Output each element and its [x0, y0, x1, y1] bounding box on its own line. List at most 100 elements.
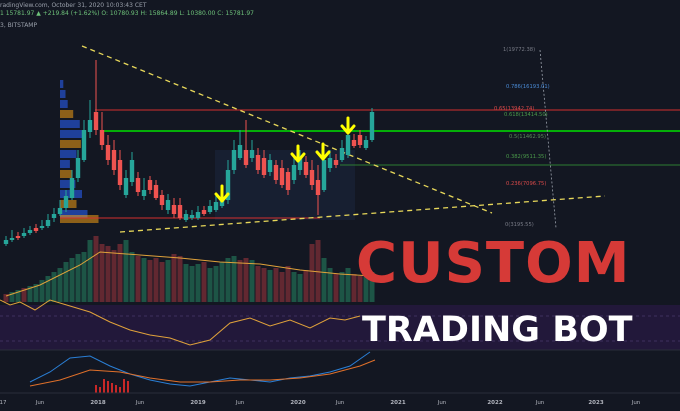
candle-body [261, 158, 267, 175]
volume-bar [153, 258, 159, 302]
candle-body [99, 130, 105, 145]
candle-body [129, 160, 135, 182]
volume-bar [57, 268, 63, 302]
time-axis: 17 Jun 2018 Jun 2019 Jun 2020 Jun 2021 Jun 2022 Jun… [0, 400, 641, 406]
ascending-trendline [119, 195, 606, 233]
candle-body [159, 195, 165, 205]
candle [231, 140, 237, 174]
time-axis-label: 2019 [190, 400, 205, 406]
descending-trendline [81, 45, 493, 214]
volume-bar [249, 260, 255, 302]
volume-bar [3, 294, 9, 302]
candle-body [9, 238, 15, 240]
candle [303, 156, 309, 178]
volume-bar [231, 256, 237, 302]
volume-bar [111, 250, 117, 302]
source-timestamp: radingView.com, October 31, 2020 10:03:4… [0, 2, 147, 9]
candle-body [357, 135, 363, 145]
candle-body [171, 205, 177, 214]
annotation-arrows [214, 116, 356, 203]
candle [57, 200, 63, 216]
volume-bar [219, 262, 225, 302]
time-axis-label: 17 [0, 400, 7, 406]
candle [153, 180, 159, 200]
volume-bar [123, 240, 129, 302]
candle [9, 230, 15, 242]
candle-body [195, 212, 201, 218]
volume-bar [171, 254, 177, 302]
candlestick-series [3, 60, 375, 246]
candle-body [39, 226, 45, 228]
candle-body [273, 165, 279, 180]
volume-bar [81, 252, 87, 302]
candle-body [243, 150, 249, 165]
candle [93, 60, 99, 135]
volume-bar [201, 262, 207, 302]
candle-body [51, 214, 57, 218]
volume-bar [75, 254, 81, 302]
candle [105, 135, 111, 165]
fib-level-label: 0.786(16193.01) [506, 84, 550, 90]
subheadline-text: TRADING BOT [362, 310, 633, 350]
candle-body [249, 150, 255, 158]
candle [207, 200, 213, 214]
volume-bar [363, 274, 369, 302]
volume-bar [39, 280, 45, 302]
candle [165, 194, 171, 214]
candle-body [141, 190, 147, 196]
candle [81, 120, 87, 162]
volume-profile-bar [60, 180, 76, 188]
fib-level-label: 0.618(13414.50) [504, 112, 548, 118]
time-axis-label: Jun [437, 400, 447, 406]
candle-body [291, 165, 297, 180]
yellow-arrow-icon [340, 116, 356, 135]
candle-body [213, 202, 219, 210]
candle [45, 214, 51, 228]
volume-bar [351, 274, 357, 302]
candle-body [237, 145, 243, 158]
fib-labels: 1(19772.38) 0.786(16193.01) 0.65(13942.74)… [494, 47, 550, 228]
volume-bar [291, 272, 297, 302]
candle-body [153, 185, 159, 198]
volume-profile-bar [60, 90, 66, 98]
candle-body [165, 200, 171, 210]
candle [309, 160, 315, 190]
candle-body [123, 178, 129, 195]
candle [21, 228, 27, 238]
fib-diagonal [539, 49, 557, 229]
candle [99, 112, 105, 150]
ohlc-readout: 1 15781.97 ▲ +219.84 (+1.62%) O: 10780.9… [0, 10, 255, 17]
candle-body [111, 150, 117, 170]
time-axis-label: Jun [631, 400, 641, 406]
candle-body [315, 180, 321, 195]
volume-bar [303, 270, 309, 302]
candle [111, 140, 117, 175]
candle [135, 172, 141, 196]
candle-body [255, 155, 261, 170]
volume-bar [15, 290, 21, 302]
candle [243, 120, 249, 168]
candle [249, 140, 255, 162]
macd-line [29, 351, 371, 387]
volume-bar [45, 276, 51, 302]
volume-bar [339, 272, 345, 302]
time-axis-label: Jun [35, 400, 45, 406]
candle [369, 108, 375, 142]
volume-bar [87, 240, 93, 302]
candle [129, 152, 135, 186]
candle [273, 160, 279, 184]
time-axis-label: Jun [335, 400, 345, 406]
candle-body [69, 178, 75, 198]
candle [225, 160, 231, 204]
volume-bar [159, 262, 165, 302]
candle [261, 150, 267, 178]
volume-bar [195, 264, 201, 302]
candle-body [183, 214, 189, 220]
candle-body [135, 178, 141, 192]
time-axis-label: Jun [135, 400, 145, 406]
time-axis-label: 2018 [90, 400, 105, 406]
candle-body [231, 150, 237, 170]
volume-bar [147, 260, 153, 302]
candle-body [297, 158, 303, 170]
macd-histogram [95, 379, 129, 393]
